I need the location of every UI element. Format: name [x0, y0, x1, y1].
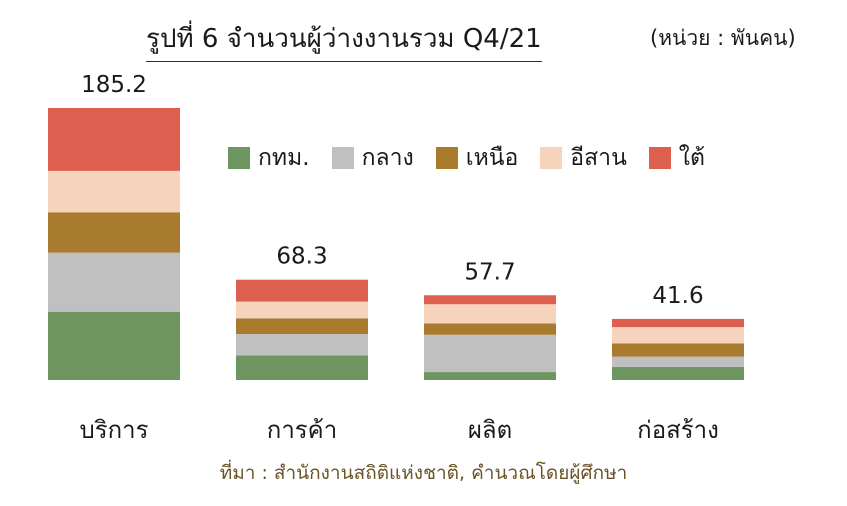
bar-segment-1-northeast	[48, 170, 180, 213]
bar-segment-1-central	[48, 252, 180, 312]
source-note: ที่มา : สำนักงานสถิติแห่งชาติ, คำนวณโดยผ…	[219, 462, 628, 484]
legend-item-south: ใต้	[648, 140, 705, 176]
bar-segment-3-north	[424, 323, 556, 335]
total-label-4: 41.6	[652, 283, 703, 309]
bar-segment-1-south	[48, 108, 180, 171]
bar-segment-3-central	[424, 334, 556, 373]
bar-segment-3-northeast	[424, 304, 556, 324]
bar-segment-1-north	[48, 212, 180, 253]
unit-note: (หน่วย : พันคน)	[650, 26, 796, 50]
bar-segment-4-northeast	[612, 327, 744, 344]
bar-segment-4-bangkok	[612, 366, 744, 380]
bar-segment-3-south	[424, 295, 556, 305]
legend-swatch-south	[648, 147, 671, 169]
legend-swatch-bangkok	[228, 147, 250, 169]
bar-segment-4-north	[612, 343, 744, 357]
legend-item-northeast: อีสาน	[540, 140, 627, 176]
legend-swatch-northeast	[540, 147, 563, 169]
legend-item-bangkok: กทม.	[228, 140, 310, 176]
total-label-1: 185.2	[81, 72, 147, 98]
total-label-3: 57.7	[464, 259, 515, 285]
bar-segment-2-northeast	[236, 301, 368, 319]
bar-segment-2-north	[236, 318, 368, 335]
legend-label-bangkok: กทม.	[258, 145, 310, 171]
bar-segment-4-south	[612, 318, 744, 328]
bar-segment-2-central	[236, 334, 368, 356]
legend-swatch-north	[435, 147, 458, 169]
bar-segment-3-bangkok	[424, 372, 556, 380]
total-label-2: 68.3	[276, 244, 327, 270]
legend-label-south: ใต้	[678, 145, 705, 171]
legend-label-north: เหนือ	[465, 145, 519, 171]
category-label-1: บริการ	[79, 416, 148, 444]
chart-title: รูปที่ 6 จำนวนผู้ว่างงานรวม Q4/21	[146, 18, 542, 62]
bar-segment-2-south	[236, 279, 368, 302]
legend-label-northeast: อีสาน	[570, 145, 627, 171]
bar-segment-2-bangkok	[236, 355, 368, 380]
category-label-3: ผลิต	[468, 416, 512, 444]
legend: กทม. กลาง เหนือ อีสาน ใต้	[228, 140, 727, 176]
category-label-4: ก่อสร้าง	[637, 416, 719, 444]
legend-swatch-central	[331, 147, 354, 169]
legend-item-central: กลาง	[331, 140, 414, 176]
bar-segment-4-central	[612, 356, 744, 367]
legend-item-north: เหนือ	[435, 140, 519, 176]
category-label-2: การค้า	[267, 416, 337, 444]
bar-segment-1-bangkok	[48, 311, 180, 380]
legend-label-central: กลาง	[361, 145, 414, 171]
